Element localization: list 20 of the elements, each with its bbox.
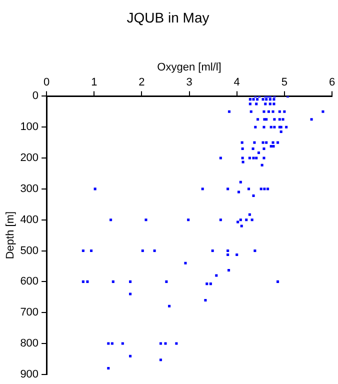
y-tick-label: 600: [20, 276, 39, 288]
y-tick-label: 400: [20, 214, 39, 226]
x-tick-label: 4: [234, 76, 240, 89]
y-tick-label: 300: [20, 182, 39, 195]
x-tick-label: 6: [328, 76, 336, 89]
y-axis-title: Depth [m]: [4, 211, 17, 260]
x-tick-label: 3: [186, 76, 192, 89]
x-axis-title: Oxygen [ml/l]: [157, 61, 222, 74]
x-tick-label: 5: [281, 76, 288, 89]
chart-title: JQUB in May: [126, 9, 210, 26]
x-tick-label: 0: [43, 76, 50, 89]
y-tick-label: 700: [20, 306, 39, 319]
y-tick-label: 500: [20, 244, 39, 257]
y-tick-label: 900: [20, 368, 39, 380]
y-tick-label: 100: [20, 121, 39, 134]
x-tick-label: 1: [91, 76, 98, 89]
y-tick-label: 800: [20, 338, 39, 350]
x-tick-label: 2: [138, 76, 145, 89]
y-tick-label: 0: [32, 90, 39, 102]
y-tick-label: 200: [20, 152, 39, 164]
